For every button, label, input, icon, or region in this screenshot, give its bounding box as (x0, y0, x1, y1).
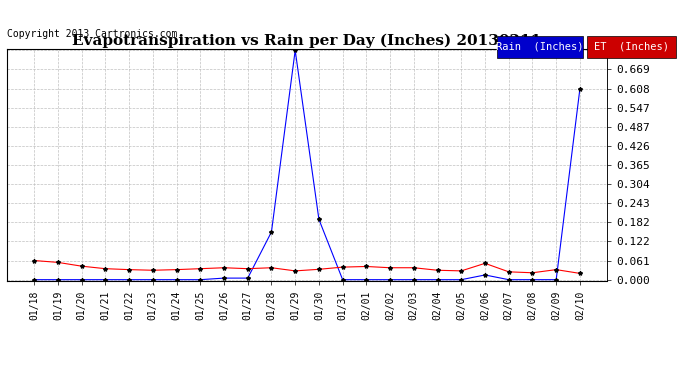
Text: ET  (Inches): ET (Inches) (594, 42, 669, 52)
Title: Evapotranspiration vs Rain per Day (Inches) 20130211: Evapotranspiration vs Rain per Day (Inch… (72, 33, 542, 48)
Text: Rain  (Inches): Rain (Inches) (496, 42, 584, 52)
FancyBboxPatch shape (497, 36, 583, 58)
Text: Copyright 2013 Cartronics.com: Copyright 2013 Cartronics.com (7, 30, 177, 39)
FancyBboxPatch shape (586, 36, 676, 58)
